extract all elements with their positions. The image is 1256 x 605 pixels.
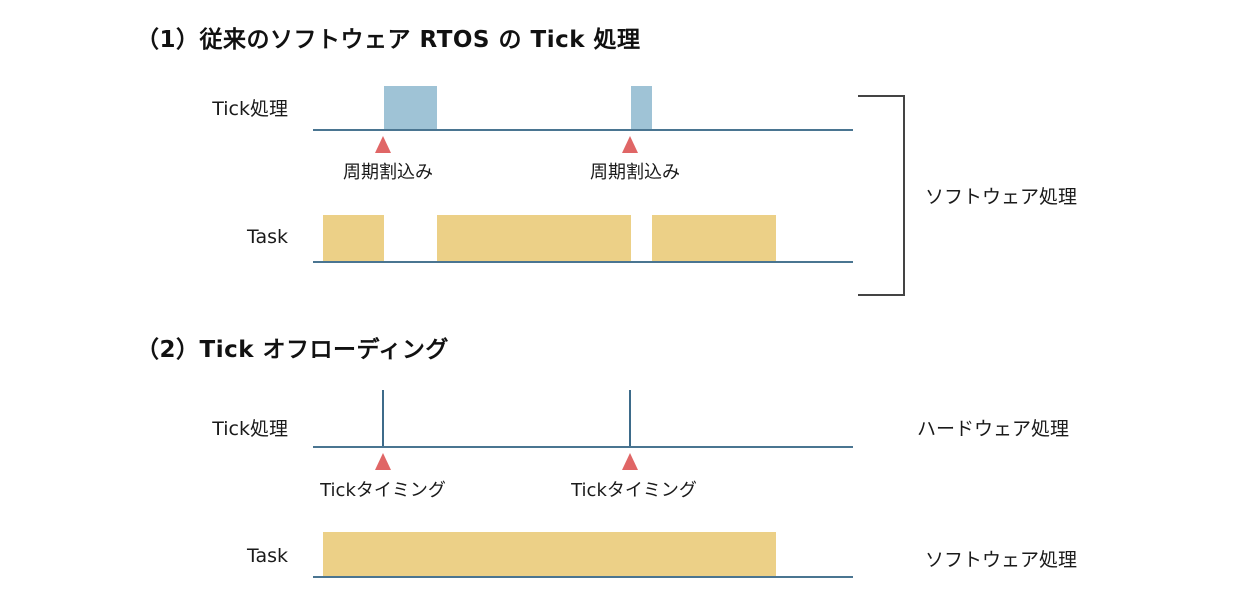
interrupt-arrow-icon <box>622 136 638 153</box>
section2-tick-axis <box>313 446 853 448</box>
task-block <box>652 215 776 262</box>
section1-tick-axis <box>313 129 853 131</box>
interrupt-arrow-icon <box>375 136 391 153</box>
tick-processing-block <box>631 86 652 130</box>
section2-heading: （2）Tick オフローディング <box>136 337 449 363</box>
section2-software-label: ソフトウェア処理 <box>925 549 1078 571</box>
section1-software-label: ソフトウェア処理 <box>925 186 1078 208</box>
section2-task-axis <box>313 576 853 578</box>
software-bracket <box>858 95 905 296</box>
tick-processing-block <box>384 86 437 130</box>
tick-timing-line <box>629 390 631 447</box>
section1-tick-lane-label: Tick処理 <box>212 98 288 120</box>
tick-timing-label: Tickタイミング <box>571 480 697 501</box>
task-block <box>323 215 384 262</box>
section1-task-axis <box>313 261 853 263</box>
tick-timing-label: Tickタイミング <box>320 480 446 501</box>
periodic-interrupt-label: 周期割込み <box>343 162 433 183</box>
section2-tick-lane-label: Tick処理 <box>212 418 288 440</box>
section1-heading: （1）従来のソフトウェア RTOS の Tick 処理 <box>136 27 641 53</box>
section2-task-lane-label: Task <box>246 545 288 567</box>
section1-task-lane-label: Task <box>246 226 288 248</box>
periodic-interrupt-label: 周期割込み <box>590 162 680 183</box>
tick-timing-line <box>382 390 384 447</box>
hardware-processing-label: ハードウェア処理 <box>917 418 1070 440</box>
tick-timing-arrow-icon <box>375 453 391 470</box>
task-block <box>437 215 631 262</box>
task-block <box>323 532 776 577</box>
tick-timing-arrow-icon <box>622 453 638 470</box>
